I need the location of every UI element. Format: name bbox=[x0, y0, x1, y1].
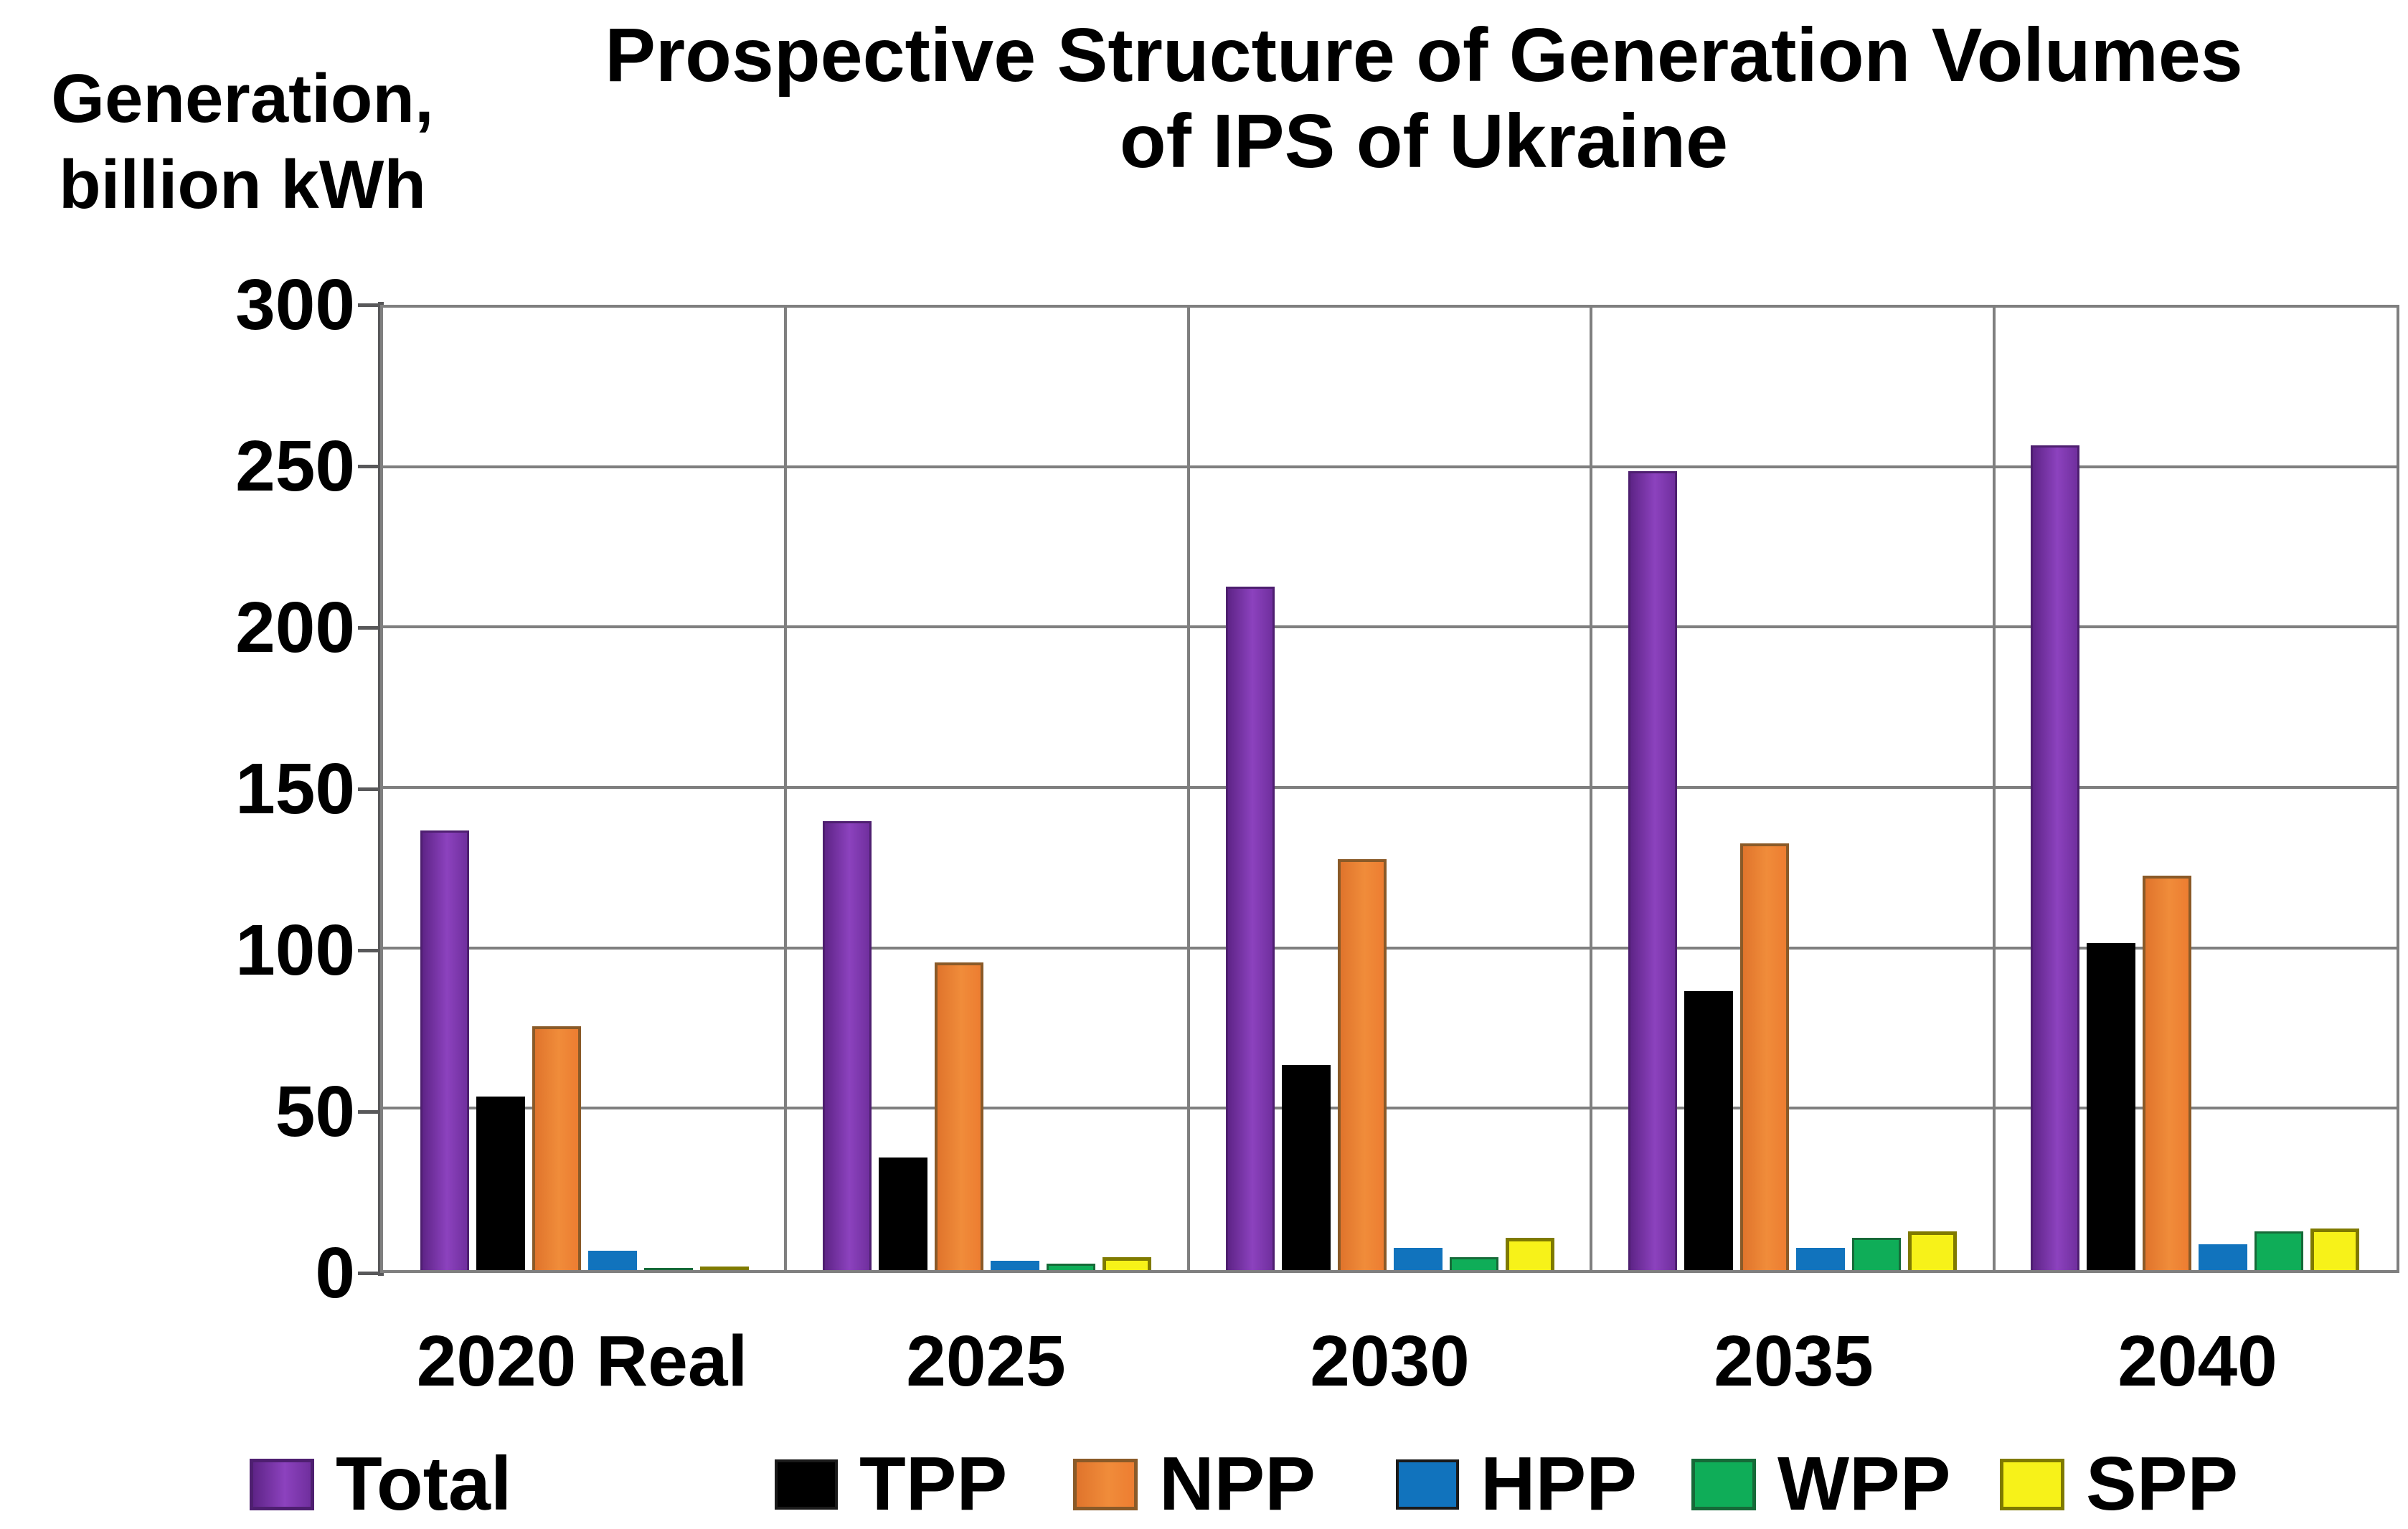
bar-wpp-2025 bbox=[1047, 1264, 1096, 1270]
bar-hpp-2030 bbox=[1393, 1247, 1443, 1270]
legend-label-spp: SPP bbox=[2086, 1442, 2239, 1526]
category-separator bbox=[1590, 308, 1593, 1270]
bar-hpp-2035 bbox=[1795, 1247, 1845, 1270]
bar-tpp-2040 bbox=[2087, 942, 2136, 1270]
bar-spp-2020-real bbox=[699, 1267, 749, 1270]
category-separator bbox=[784, 308, 788, 1270]
y-tick-label-200: 200 bbox=[235, 587, 355, 668]
bar-group-2035 bbox=[1591, 308, 1993, 1270]
chart-title-line2: of IPS of Ukraine bbox=[1119, 98, 1729, 184]
y-tick-mark bbox=[358, 1272, 378, 1275]
bar-npp-2020-real bbox=[532, 1026, 581, 1270]
plot-area bbox=[380, 305, 2399, 1273]
legend-swatch-wpp-icon bbox=[1691, 1458, 1756, 1510]
legend-label-wpp: WPP bbox=[1777, 1442, 1951, 1526]
gridline-50 bbox=[383, 1107, 2397, 1110]
legend-item-hpp: HPP bbox=[1396, 1442, 1637, 1526]
x-axis-label-2025: 2025 bbox=[906, 1321, 1066, 1401]
y-tick-label-150: 150 bbox=[235, 749, 355, 829]
bar-npp-2025 bbox=[935, 962, 984, 1270]
y-tick-mark bbox=[358, 787, 378, 791]
bar-total-2035 bbox=[1628, 471, 1677, 1270]
y-tick-label-0: 0 bbox=[315, 1233, 355, 1313]
y-tick-mark bbox=[358, 626, 378, 630]
bar-hpp-2025 bbox=[991, 1260, 1040, 1270]
y-tick-label-100: 100 bbox=[235, 910, 355, 990]
bar-total-2020-real bbox=[420, 830, 469, 1270]
y-axis-unit-line1: Generation, bbox=[51, 60, 434, 137]
bar-wpp-2020-real bbox=[643, 1268, 693, 1270]
bar-wpp-2030 bbox=[1449, 1257, 1498, 1270]
bar-group-2020-real bbox=[383, 308, 785, 1270]
y-tick-mark bbox=[358, 465, 378, 468]
bar-npp-2040 bbox=[2143, 875, 2192, 1270]
gridline-100 bbox=[383, 946, 2397, 950]
legend-swatch-npp-icon bbox=[1073, 1458, 1138, 1510]
y-axis-unit-line2: billion kWh bbox=[59, 146, 426, 223]
bar-wpp-2035 bbox=[1851, 1238, 1901, 1270]
legend-swatch-spp-icon bbox=[2000, 1458, 2064, 1510]
legend-label-tpp: TPP bbox=[859, 1442, 1008, 1526]
bar-wpp-2040 bbox=[2254, 1231, 2304, 1270]
bar-spp-2040 bbox=[2310, 1228, 2360, 1270]
category-separator bbox=[1186, 308, 1190, 1270]
bar-tpp-2025 bbox=[879, 1158, 928, 1270]
chart-title-line1: Prospective Structure of Generation Volu… bbox=[605, 13, 2243, 98]
bar-spp-2025 bbox=[1103, 1257, 1152, 1270]
bar-tpp-2030 bbox=[1281, 1064, 1331, 1270]
gridline-200 bbox=[383, 625, 2397, 629]
bar-total-2025 bbox=[823, 820, 872, 1270]
legend-swatch-hpp-icon bbox=[1396, 1459, 1459, 1510]
x-axis-label-2030: 2030 bbox=[1310, 1321, 1470, 1401]
bar-npp-2035 bbox=[1739, 843, 1789, 1270]
y-tick-label-250: 250 bbox=[235, 426, 355, 506]
legend-item-total: Total bbox=[250, 1442, 512, 1526]
y-tick-mark bbox=[358, 1110, 378, 1114]
bar-groups-layer bbox=[383, 308, 2397, 1270]
y-tick-mark bbox=[358, 949, 378, 952]
legend-item-spp: SPP bbox=[2000, 1442, 2239, 1526]
chart-title: Prospective Structure of Generation Volu… bbox=[459, 13, 2389, 185]
x-axis-label-2020-real: 2020 Real bbox=[416, 1321, 748, 1401]
gridline-150 bbox=[383, 786, 2397, 789]
bar-group-2030 bbox=[1189, 308, 1591, 1270]
bar-spp-2030 bbox=[1505, 1238, 1554, 1270]
y-tick-label-300: 300 bbox=[235, 265, 355, 345]
bar-tpp-2035 bbox=[1684, 990, 1733, 1270]
legend-swatch-tpp-icon bbox=[775, 1459, 838, 1510]
bar-tpp-2020-real bbox=[476, 1097, 525, 1270]
legend-swatch-total-icon bbox=[250, 1458, 314, 1510]
legend-item-wpp: WPP bbox=[1691, 1442, 1951, 1526]
bar-total-2030 bbox=[1225, 587, 1275, 1270]
bar-group-2025 bbox=[785, 308, 1188, 1270]
bar-total-2040 bbox=[2031, 445, 2080, 1270]
legend-label-total: Total bbox=[336, 1442, 512, 1526]
legend-item-tpp: TPP bbox=[775, 1442, 1008, 1526]
legend-label-hpp: HPP bbox=[1481, 1442, 1637, 1526]
category-separator bbox=[1992, 308, 1996, 1270]
x-axis-label-2040: 2040 bbox=[2117, 1321, 2277, 1401]
y-tick-label-50: 50 bbox=[275, 1071, 355, 1152]
legend-label-npp: NPP bbox=[1159, 1442, 1316, 1526]
bar-npp-2030 bbox=[1337, 859, 1387, 1270]
y-tick-mark bbox=[358, 303, 378, 307]
bar-spp-2035 bbox=[1907, 1231, 1957, 1270]
legend-item-npp: NPP bbox=[1073, 1442, 1316, 1526]
bar-group-2040 bbox=[1994, 308, 2397, 1270]
y-axis-unit-label: Generation, billion kWh bbox=[20, 56, 465, 228]
gridline-250 bbox=[383, 465, 2397, 468]
bar-hpp-2040 bbox=[2199, 1244, 2248, 1270]
x-axis-label-2035: 2035 bbox=[1714, 1321, 1874, 1401]
bar-hpp-2020-real bbox=[587, 1251, 637, 1270]
